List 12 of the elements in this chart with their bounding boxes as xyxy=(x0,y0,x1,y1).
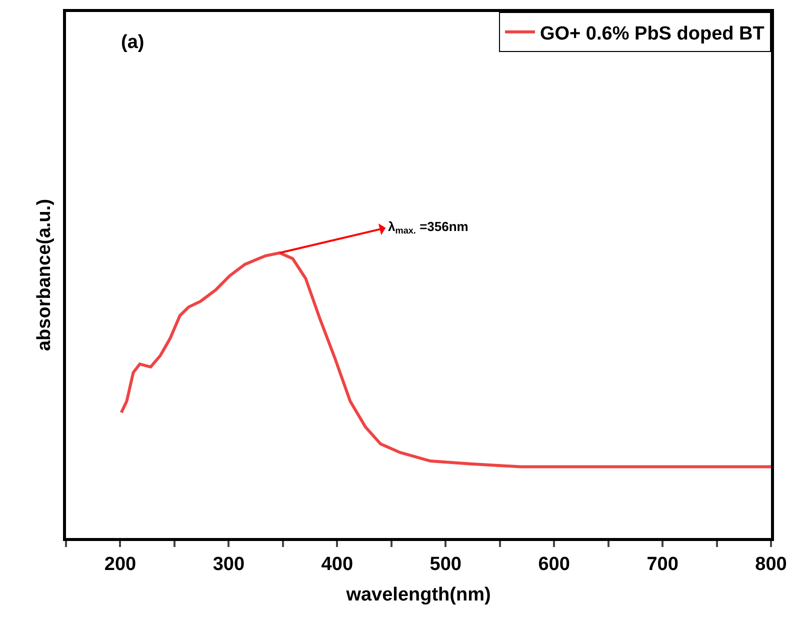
annotation: λ$_{max.}$ =356nm xyxy=(388,219,468,236)
legend-label: GO+ 0.6% PbS doped BT xyxy=(540,23,765,44)
x-tick-label: 500 xyxy=(430,554,462,575)
x-tick-label: 300 xyxy=(212,554,245,575)
x-tick-label: 600 xyxy=(538,554,570,575)
x-tick-label: 800 xyxy=(755,554,787,575)
x-tick-label: 700 xyxy=(646,554,678,575)
text: (a) xyxy=(121,32,144,53)
y-axis-title: absorbance(a.u.) xyxy=(34,198,55,352)
x-axis-title: wavelength(nm) xyxy=(345,584,491,606)
x-tick-label: 400 xyxy=(321,554,353,575)
x-tick-label: 200 xyxy=(104,554,136,575)
